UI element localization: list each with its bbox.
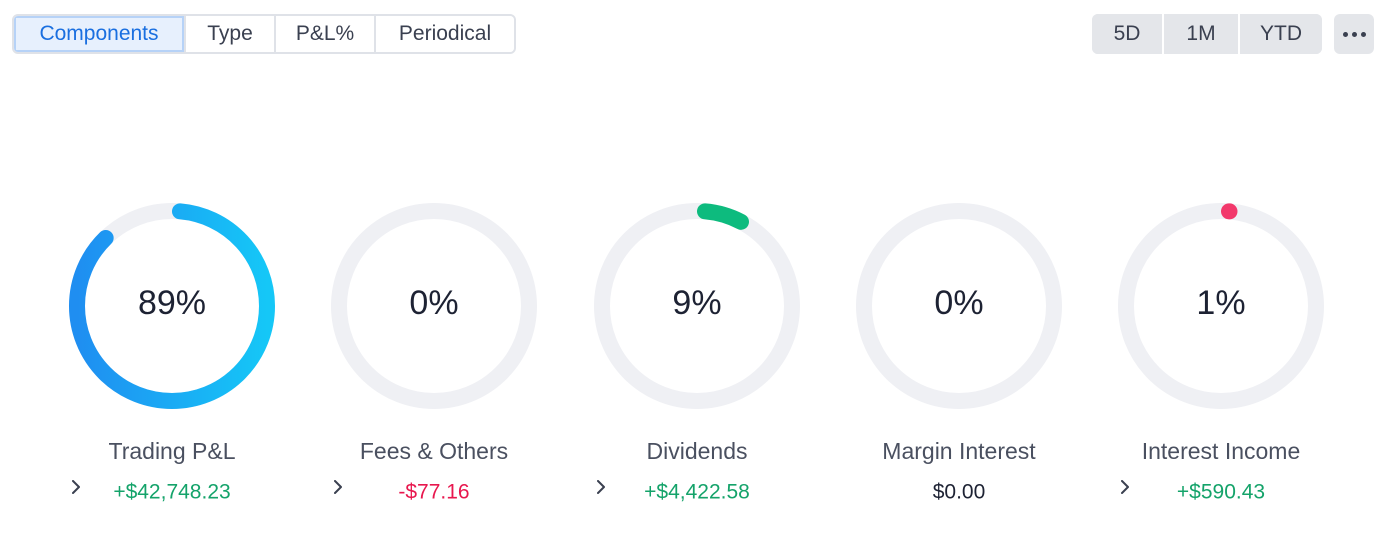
tab-pl-percent[interactable]: P&L%	[276, 16, 376, 52]
gauge-label: Dividends	[646, 438, 748, 464]
ring-progress	[1118, 203, 1324, 409]
gauge-value: $0.00	[932, 480, 986, 504]
chevron-right-icon	[334, 480, 342, 494]
tab-periodical[interactable]: Periodical	[376, 16, 514, 52]
gauge-value: -$77.16	[398, 480, 470, 504]
gauge-percent: 0%	[934, 284, 984, 322]
margin-interest-ring	[856, 203, 1062, 409]
gauge-label: Trading P&L	[108, 438, 236, 464]
gauge-trading-pl[interactable]: 89% Trading P&L +$42,748.23	[41, 196, 303, 516]
period-ytd-button[interactable]: YTD	[1240, 14, 1322, 54]
gauge-fees-others[interactable]: 0% Fees & Others -$77.16	[303, 196, 565, 516]
period-5d-button[interactable]: 5D	[1092, 14, 1164, 54]
gauge-value-row[interactable]: +$4,422.58	[566, 480, 828, 504]
gauge-margin-interest[interactable]: 0% Margin Interest $0.00	[828, 196, 1090, 516]
more-options-button[interactable]	[1334, 14, 1374, 54]
view-tabs: Components Type P&L% Periodical	[12, 14, 516, 54]
gauge-value: +$590.43	[1176, 480, 1266, 504]
ring-track	[331, 203, 537, 409]
gauge-interest-income[interactable]: 1% Interest Income +$590.43	[1090, 196, 1352, 516]
interest-income-ring	[1118, 203, 1324, 409]
trading-pl-ring	[69, 203, 275, 409]
gauge-percent: 0%	[409, 284, 459, 322]
dividends-ring	[594, 203, 800, 409]
ring-progress	[594, 203, 800, 409]
gauge-value-row[interactable]: +$42,748.23	[41, 480, 303, 504]
gauge-label: Margin Interest	[882, 438, 1036, 464]
gauge-label: Fees & Others	[359, 438, 509, 464]
gauge-value-row[interactable]: +$590.43	[1090, 480, 1352, 504]
gauge-value-row[interactable]: -$77.16	[303, 480, 565, 504]
gauge-percent: 9%	[672, 284, 722, 322]
ring-track	[856, 203, 1062, 409]
gauge-value: +$4,422.58	[644, 480, 750, 504]
more-horizontal-icon	[1341, 31, 1368, 37]
gauge-dividends[interactable]: 9% Dividends +$4,422.58	[566, 196, 828, 516]
fees-others-ring	[331, 203, 537, 409]
period-1m-button[interactable]: 1M	[1164, 14, 1240, 54]
gauge-value-row: $0.00	[828, 480, 1090, 504]
gauge-percent: 89%	[137, 284, 207, 322]
components-gauges: 89% Trading P&L +$42,748.23 0% Fees & Ot…	[0, 196, 1386, 516]
chevron-right-icon	[72, 480, 80, 494]
gauge-label: Interest Income	[1141, 438, 1301, 464]
period-selector: 5D 1M YTD	[1092, 14, 1322, 54]
gauge-percent: 1%	[1196, 284, 1246, 322]
tab-type[interactable]: Type	[186, 16, 276, 52]
chevron-right-icon	[597, 480, 605, 494]
gauge-value: +$42,748.23	[113, 480, 231, 504]
chevron-right-icon	[1121, 480, 1129, 494]
ring-progress	[69, 203, 275, 409]
tab-components[interactable]: Components	[14, 16, 186, 52]
